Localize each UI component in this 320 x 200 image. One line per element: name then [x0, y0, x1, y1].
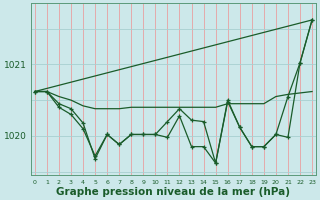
- X-axis label: Graphe pression niveau de la mer (hPa): Graphe pression niveau de la mer (hPa): [56, 187, 291, 197]
